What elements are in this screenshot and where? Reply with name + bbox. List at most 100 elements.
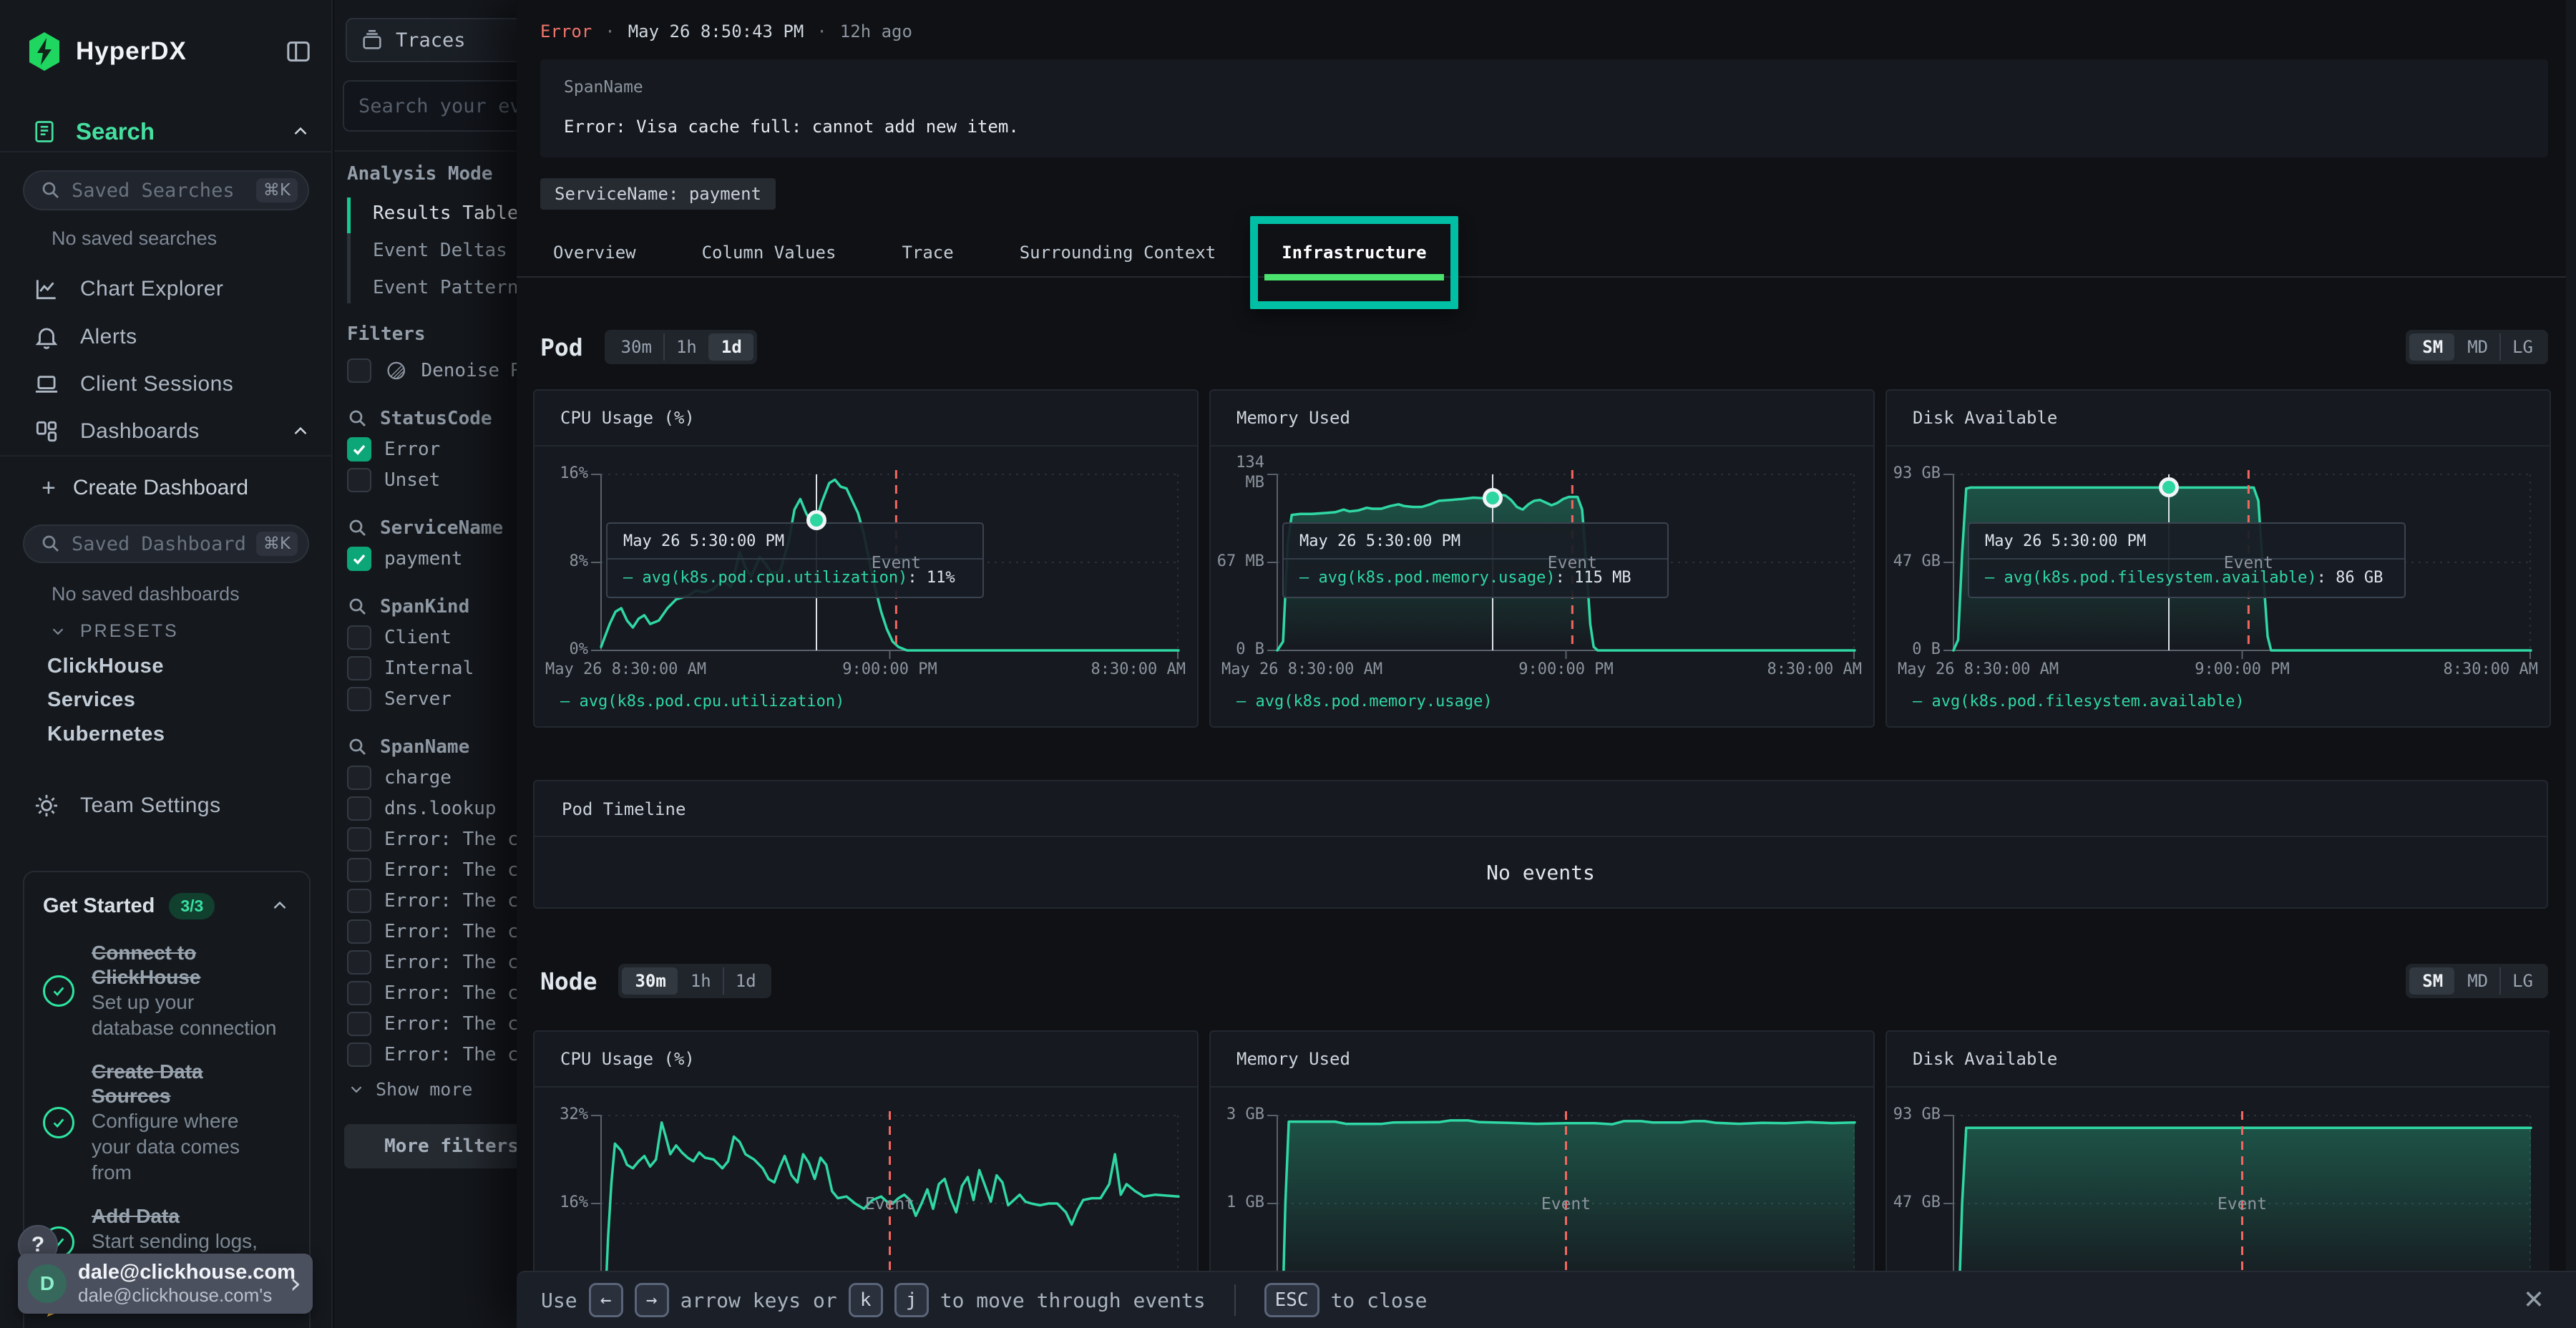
get-started-item[interactable]: Create Data Sources Configure where your…: [43, 1060, 291, 1186]
tab-trace[interactable]: Trace: [882, 228, 973, 278]
filter-group-header[interactable]: SpanKind: [347, 591, 533, 622]
j-key[interactable]: j: [894, 1283, 929, 1317]
filter-group-header[interactable]: StatusCode: [347, 403, 533, 434]
show-more-link[interactable]: Show more: [347, 1073, 533, 1105]
filter-option[interactable]: Error: The cr: [347, 1008, 533, 1039]
sidebar-collapse-icon[interactable]: [283, 36, 314, 67]
sidebar-item-alerts[interactable]: Alerts: [0, 319, 331, 355]
segment-option-lg[interactable]: LG: [2499, 333, 2545, 361]
saved-searches-search[interactable]: ⌘K: [23, 170, 309, 210]
event-relative-time: 12h ago: [840, 21, 912, 42]
checkbox[interactable]: [347, 766, 371, 790]
sidebar-item-search[interactable]: Search: [0, 113, 331, 150]
preset-services[interactable]: Services: [47, 686, 135, 713]
segment-option-sm[interactable]: SM: [2409, 967, 2454, 995]
checkbox[interactable]: [347, 950, 371, 975]
event-search-input[interactable]: [358, 95, 535, 117]
segment-option-1h[interactable]: 1h: [678, 967, 723, 995]
chart-legend: — avg(k8s.pod.memory.usage): [1236, 693, 1493, 711]
checkbox[interactable]: [347, 796, 371, 821]
analysis-mode-option[interactable]: Event Deltas: [347, 232, 533, 269]
checkbox[interactable]: [347, 547, 371, 571]
filter-option[interactable]: Error: The cr: [347, 824, 533, 854]
filter-option[interactable]: Error: The cr: [347, 947, 533, 977]
filter-option[interactable]: Error: [347, 434, 533, 464]
filter-option[interactable]: payment: [347, 543, 533, 574]
preset-clickhouse[interactable]: ClickHouse: [47, 653, 164, 680]
scrollbar[interactable]: [2566, 0, 2576, 1328]
segment-option-md[interactable]: MD: [2454, 967, 2499, 995]
get-started-item[interactable]: Connect to ClickHouse Set up your databa…: [43, 941, 291, 1041]
filter-option[interactable]: Internal: [347, 653, 533, 683]
analysis-mode-option[interactable]: Results Table: [347, 195, 533, 232]
checkbox[interactable]: [347, 1043, 371, 1067]
arrow-right-key[interactable]: →: [635, 1283, 669, 1317]
saved-dashboards-search[interactable]: ⌘K: [23, 524, 309, 563]
segment-option-sm[interactable]: SM: [2409, 333, 2454, 361]
checkbox[interactable]: [347, 687, 371, 711]
checkbox[interactable]: [347, 625, 371, 650]
tab-overview[interactable]: Overview: [533, 228, 656, 278]
chevron-up-icon[interactable]: [290, 121, 311, 142]
tab-infrastructure[interactable]: Infrastructure: [1262, 228, 1446, 278]
filter-option[interactable]: Error: The cr: [347, 885, 533, 916]
checkbox[interactable]: [347, 827, 371, 851]
segment-option-1h[interactable]: 1h: [663, 333, 708, 361]
presets-toggle[interactable]: PRESETS: [49, 618, 179, 644]
service-name-chip[interactable]: ServiceName: payment: [540, 178, 776, 210]
sidebar-item-chart-explorer[interactable]: Chart Explorer: [0, 271, 331, 307]
segment-option-md[interactable]: MD: [2454, 333, 2499, 361]
segment-option-30m[interactable]: 30m: [622, 967, 677, 995]
checkbox[interactable]: [347, 1012, 371, 1036]
checkbox[interactable]: [347, 919, 371, 944]
sidebar-item-client-sessions[interactable]: Client Sessions: [0, 366, 331, 402]
tab-surrounding-context[interactable]: Surrounding Context: [1000, 228, 1236, 278]
close-icon[interactable]: ✕: [2523, 1286, 2545, 1315]
user-menu[interactable]: D dale@clickhouse.com dale@clickhouse.co…: [18, 1254, 313, 1314]
node-memory-chart-card: Memory Used Event3 GB1 GB: [1209, 1030, 1875, 1271]
k-key[interactable]: k: [849, 1283, 883, 1317]
tab-column-values[interactable]: Column Values: [682, 228, 857, 278]
filter-option[interactable]: Unset: [347, 464, 533, 495]
filter-option[interactable]: Client: [347, 622, 533, 653]
filter-option[interactable]: Error: The cr: [347, 854, 533, 885]
checkbox[interactable]: [347, 468, 371, 492]
filter-option[interactable]: dns.lookup: [347, 793, 533, 824]
annotation-highlight-box: [1250, 216, 1458, 309]
preset-kubernetes[interactable]: Kubernetes: [47, 721, 165, 748]
checkbox[interactable]: [347, 656, 371, 680]
saved-searches-input[interactable]: [72, 180, 246, 202]
checkbox[interactable]: [347, 889, 371, 913]
segment-option-lg[interactable]: LG: [2499, 967, 2545, 995]
esc-key[interactable]: ESC: [1264, 1283, 1319, 1317]
filter-option[interactable]: Error: The cr: [347, 1039, 533, 1070]
filter-option[interactable]: Error: The cr: [347, 916, 533, 947]
y-axis-tick-label: 67 MB: [1211, 552, 1264, 572]
segment-option-1d[interactable]: 1d: [723, 967, 768, 995]
chevron-up-icon[interactable]: [290, 421, 311, 442]
checkbox[interactable]: [347, 858, 371, 882]
chevron-up-icon[interactable]: [269, 895, 291, 917]
checkbox[interactable]: [347, 981, 371, 1005]
chart-plot[interactable]: [1277, 1115, 1855, 1271]
filter-option[interactable]: Server: [347, 683, 533, 714]
filter-group-header[interactable]: SpanName: [347, 731, 533, 762]
saved-dashboards-input[interactable]: [72, 533, 246, 555]
divider: [0, 151, 331, 152]
checkbox[interactable]: [347, 358, 371, 383]
segment-option-1d[interactable]: 1d: [708, 333, 753, 361]
denoise-toggle[interactable]: Denoise Re: [347, 355, 533, 386]
sidebar-item-team-settings[interactable]: Team Settings: [0, 788, 331, 824]
analysis-mode-option[interactable]: Event Patterns: [347, 269, 533, 306]
segment-option-30m[interactable]: 30m: [608, 333, 663, 361]
chart-plot[interactable]: [1953, 1115, 2531, 1271]
filter-group-header[interactable]: ServiceName: [347, 512, 533, 543]
filter-option[interactable]: Error: The cr: [347, 977, 533, 1008]
create-dashboard-button[interactable]: + Create Dashboard: [42, 472, 248, 504]
arrow-left-key[interactable]: ←: [589, 1283, 623, 1317]
sidebar-item-dashboards[interactable]: Dashboards: [0, 414, 331, 449]
filter-option[interactable]: charge: [347, 762, 533, 793]
chart-plot[interactable]: [601, 1115, 1179, 1271]
source-select[interactable]: Traces: [346, 18, 542, 62]
checkbox[interactable]: [347, 437, 371, 462]
